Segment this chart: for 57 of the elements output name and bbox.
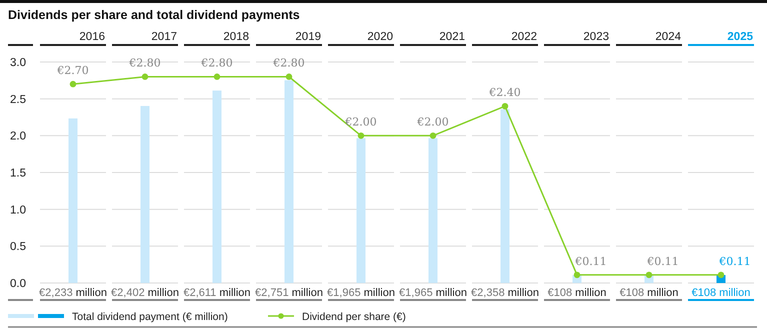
point [286, 74, 292, 80]
point [70, 80, 76, 88]
y-tick-label: 0.0 [10, 278, 26, 290]
point [574, 272, 580, 278]
bar [140, 106, 150, 283]
y-tick-label: 3.0 [10, 57, 26, 69]
y-tick-label: 1.5 [10, 168, 26, 180]
x-tick-label: 2023 [583, 31, 609, 43]
data-label: €2,358 million [471, 287, 539, 299]
data-label: €2.00 [416, 116, 449, 129]
data-label: €2,402 million [111, 287, 179, 299]
bar [68, 118, 78, 283]
data-label: €108 million [620, 287, 678, 299]
data-label: €0.11 [718, 254, 751, 268]
bar [284, 80, 294, 283]
bar [212, 90, 222, 283]
data-label: €2,611 million [183, 287, 251, 299]
y-tick-label: 1.0 [10, 204, 26, 216]
data-label: €2,233 million [39, 287, 107, 299]
x-tick-label: 2025 [727, 31, 754, 43]
legend-label: Total dividend payment (€ million) [72, 311, 228, 323]
bar [356, 138, 366, 283]
point [718, 272, 724, 278]
chart-title: Dividends per share and total dividend payments [8, 8, 300, 22]
data-label: €0.11 [646, 254, 679, 268]
bar [500, 109, 510, 283]
x-tick-label: 2020 [367, 31, 393, 43]
data-label: €1,965 million [399, 287, 467, 299]
data-label: €108 million [548, 287, 606, 299]
point [502, 103, 508, 110]
x-tick-label: 2021 [439, 31, 465, 43]
data-label: €2.80 [200, 56, 233, 70]
data-label: €108 million [692, 287, 750, 299]
point [430, 132, 436, 139]
x-tick-label: 2018 [223, 31, 249, 43]
x-tick-label: 2016 [79, 31, 105, 43]
x-tick-label: 2019 [295, 31, 321, 43]
legend-label: Dividend per share (€) [302, 311, 406, 323]
data-label: €2.40 [488, 86, 521, 100]
point [142, 74, 148, 80]
data-label: €1,965 million [327, 287, 395, 299]
data-label: €2.70 [56, 64, 89, 78]
data-label: €0.11 [574, 254, 607, 268]
data-label: €2.80 [272, 56, 305, 70]
bar [428, 138, 438, 283]
y-tick-label: 2.0 [10, 130, 26, 143]
point [646, 272, 652, 278]
x-tick-label: 2022 [511, 31, 537, 43]
y-tick-label: 2.5 [10, 94, 26, 106]
x-tick-label: 2017 [151, 31, 177, 43]
data-label: €2.00 [344, 116, 377, 129]
x-tick-label: 2024 [655, 31, 682, 43]
y-tick-label: 0.5 [10, 241, 26, 254]
point [358, 132, 364, 139]
point [214, 74, 220, 80]
data-label: €2.80 [128, 56, 161, 70]
data-label: €2,751 million [255, 287, 323, 299]
